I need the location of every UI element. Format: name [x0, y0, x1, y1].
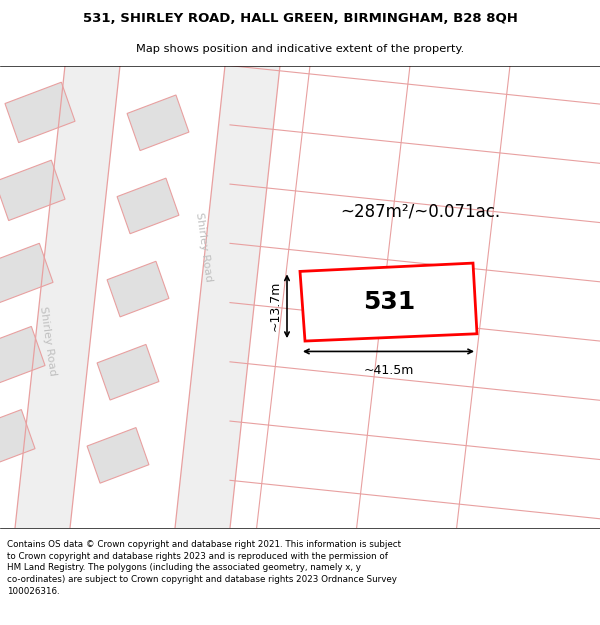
Bar	[0, 160, 65, 221]
Bar	[5, 82, 75, 142]
Text: Shirley Road: Shirley Road	[38, 306, 58, 376]
Bar	[127, 95, 189, 151]
Bar	[97, 344, 159, 400]
Polygon shape	[15, 66, 120, 528]
Text: ~13.7m: ~13.7m	[269, 281, 282, 331]
Bar	[87, 428, 149, 483]
Bar	[107, 261, 169, 317]
Text: Map shows position and indicative extent of the property.: Map shows position and indicative extent…	[136, 44, 464, 54]
Text: 531: 531	[362, 291, 415, 314]
Bar	[0, 243, 53, 304]
Text: ~287m²/~0.071ac.: ~287m²/~0.071ac.	[340, 202, 500, 220]
Bar	[0, 326, 45, 387]
Bar	[0, 409, 35, 470]
Text: ~41.5m: ~41.5m	[364, 364, 413, 377]
Text: 531, SHIRLEY ROAD, HALL GREEN, BIRMINGHAM, B28 8QH: 531, SHIRLEY ROAD, HALL GREEN, BIRMINGHA…	[83, 12, 517, 25]
Bar	[117, 178, 179, 234]
Polygon shape	[175, 66, 280, 528]
Text: Contains OS data © Crown copyright and database right 2021. This information is : Contains OS data © Crown copyright and d…	[7, 540, 401, 596]
Polygon shape	[300, 263, 477, 341]
Text: Shirley Road: Shirley Road	[194, 212, 214, 283]
